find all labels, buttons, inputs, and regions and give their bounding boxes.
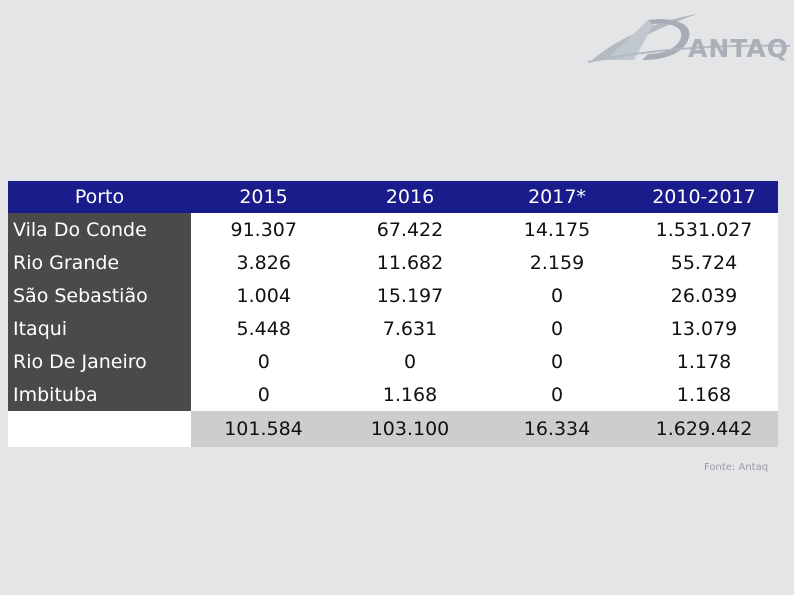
port-data-table: Porto 2015 2016 2017* 2010-2017 Vila Do … [8, 181, 779, 447]
port-name: Itaqui [8, 312, 192, 345]
table-cell: 0 [484, 345, 630, 378]
table-cell: 7.631 [336, 312, 484, 345]
table-cell: 1.178 [630, 345, 778, 378]
total-label [8, 411, 191, 447]
header-2015: 2015 [191, 181, 336, 213]
port-name: Vila Do Conde [8, 213, 192, 246]
table-row: São Sebastião 1.004 15.197 0 26.039 [8, 279, 778, 312]
port-data-table-container: Porto 2015 2016 2017* 2010-2017 Vila Do … [8, 181, 778, 447]
source-note: Fonte: Antaq [704, 462, 769, 473]
table-cell: 0 [484, 312, 630, 345]
table-cell: 5.448 [191, 312, 336, 345]
table-header-row: Porto 2015 2016 2017* 2010-2017 [8, 181, 778, 213]
port-name: Rio Grande [8, 246, 192, 279]
table-cell: 55.724 [630, 246, 778, 279]
header-2016: 2016 [336, 181, 484, 213]
table-cell: 11.682 [336, 246, 484, 279]
table-cell: 13.079 [630, 312, 778, 345]
table-cell: 1.168 [630, 378, 778, 411]
table-cell: 26.039 [630, 279, 778, 312]
header-2017: 2017* [484, 181, 630, 213]
logo-text: ANTAQ [688, 34, 789, 63]
table-cell: 0 [336, 345, 484, 378]
table-cell: 0 [191, 378, 336, 411]
table-row: Imbituba 0 1.168 0 1.168 [8, 378, 778, 411]
antaq-logo [587, 14, 791, 63]
table-cell: 91.307 [191, 213, 336, 246]
total-cell: 101.584 [191, 411, 336, 447]
total-cell: 16.334 [484, 411, 630, 447]
table-cell: 0 [191, 345, 336, 378]
header-port: Porto [8, 181, 191, 213]
port-name: Rio De Janeiro [8, 345, 192, 378]
table-cell: 2.159 [484, 246, 630, 279]
table-cell: 0 [484, 378, 630, 411]
table-cell: 0 [484, 279, 630, 312]
port-name: Imbituba [8, 378, 192, 411]
total-cell: 103.100 [336, 411, 484, 447]
table-cell: 1.168 [336, 378, 484, 411]
table-row: Itaqui 5.448 7.631 0 13.079 [8, 312, 778, 345]
table-cell: 67.422 [336, 213, 484, 246]
table-cell: 3.826 [191, 246, 336, 279]
port-name: São Sebastião [8, 279, 192, 312]
table-cell: 1.004 [191, 279, 336, 312]
table-row: Rio De Janeiro 0 0 0 1.178 [8, 345, 778, 378]
table-row: Rio Grande 3.826 11.682 2.159 55.724 [8, 246, 778, 279]
total-cell: 1.629.442 [630, 411, 778, 447]
table-cell: 14.175 [484, 213, 630, 246]
header-2010-2017: 2010-2017 [630, 181, 778, 213]
table-row: Vila Do Conde 91.307 67.422 14.175 1.531… [8, 213, 778, 246]
table-cell: 15.197 [336, 279, 484, 312]
total-row: 101.584 103.100 16.334 1.629.442 [8, 411, 778, 447]
table-cell: 1.531.027 [630, 213, 778, 246]
